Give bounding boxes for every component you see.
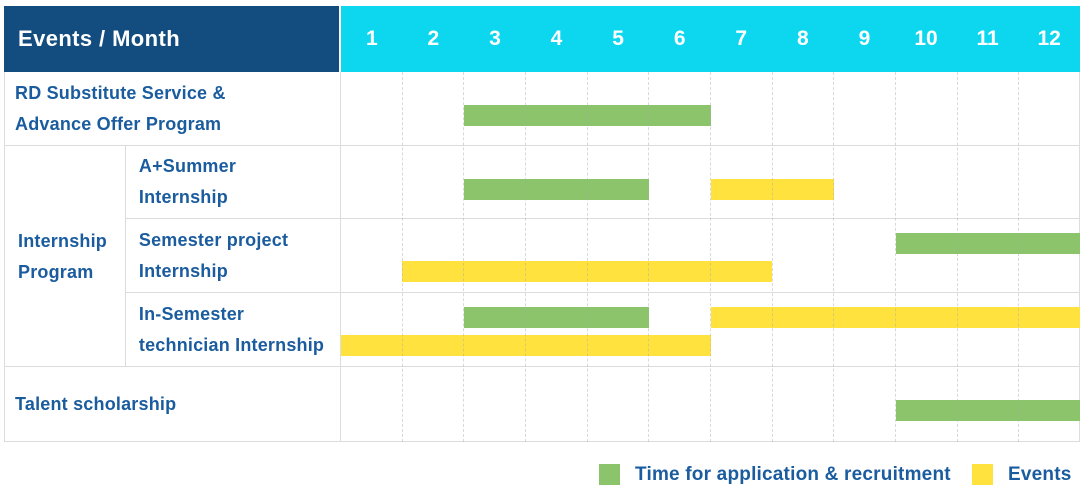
gantt-bar-yellow-m1-m6 <box>340 335 711 356</box>
row-label-line: In-Semester <box>138 303 245 324</box>
month-header-8: 8 <box>796 27 809 50</box>
table-row-talent-scholarship: Talent scholarship <box>5 367 1080 442</box>
group-label-line: Program <box>18 261 94 282</box>
table-row-a-plus-summer: A+Summer Internship <box>5 146 1079 219</box>
row-label-line: technician Internship <box>138 334 325 355</box>
row-label-line: Internship <box>138 260 228 281</box>
month-header-2: 2 <box>427 27 440 50</box>
row-label-in-semester-technician: In-Semester technician Internship <box>124 293 340 367</box>
month-header-5: 5 <box>612 27 624 50</box>
table-row-in-semester-technician: In-Semester technician Internship <box>5 293 1080 367</box>
table-row-semester-project: Semester project Internship <box>5 219 1080 293</box>
legend-label-events: Events <box>1008 463 1072 485</box>
row-label-rd-substitute: RD Substitute Service & Advance Offer Pro… <box>5 72 340 146</box>
month-header-9: 9 <box>858 27 871 50</box>
row-label-semester-project: Semester project Internship <box>124 219 340 293</box>
header-corner-label: Events / Month <box>18 26 181 51</box>
legend-label-application: Time for application & recruitment <box>635 463 951 485</box>
row-chart-area-rd-substitute <box>339 72 1079 146</box>
row-label-talent-scholarship: Talent scholarship <box>5 367 340 442</box>
row-label-line: RD Substitute Service & <box>15 82 226 103</box>
gantt-bar-green-m10-m12 <box>895 233 1080 254</box>
table-body: RD Substitute Service & Advance Offer Pro… <box>4 72 1080 442</box>
row-label-line: Advance Offer Program <box>15 113 222 134</box>
gantt-bar-green-m3-m5 <box>464 179 650 200</box>
month-header-3: 3 <box>489 27 501 50</box>
gantt-bar-green-m10-m12 <box>895 400 1080 421</box>
month-header-1: 1 <box>365 27 378 50</box>
month-header-4: 4 <box>550 27 563 50</box>
month-header-12: 12 <box>1037 27 1061 50</box>
month-header-6: 6 <box>673 27 686 50</box>
gantt-bar-green-m3-m6 <box>464 105 711 126</box>
row-chart-area-a-plus-summer <box>339 146 1079 219</box>
row-chart-area-talent-scholarship <box>339 367 1080 442</box>
table-row-rd-substitute: RD Substitute Service & Advance Offer Pro… <box>5 72 1079 146</box>
row-label-a-plus-summer: A+Summer Internship <box>124 146 340 219</box>
month-header-10: 10 <box>914 27 938 50</box>
row-label-line: Talent scholarship <box>15 393 177 414</box>
legend-swatch-green <box>599 464 620 485</box>
legend-swatch-yellow <box>972 464 993 485</box>
month-header-row: 1 2 3 4 5 6 7 8 9 10 11 12 <box>341 6 1080 72</box>
row-label-line: A+Summer <box>138 156 237 176</box>
row-label-line: Semester project <box>138 229 289 250</box>
row-chart-area-in-semester-technician <box>339 293 1080 367</box>
gantt-bar-yellow-m2-m7 <box>402 261 773 282</box>
gantt-bar-yellow-m7-m8 <box>710 179 835 200</box>
row-chart-area-semester-project <box>339 219 1080 293</box>
gantt-bar-yellow-m7-m12 <box>710 307 1080 328</box>
group-spacer-cell <box>5 293 125 367</box>
month-header-11: 11 <box>976 27 999 50</box>
group-label-line: Internship <box>18 230 108 251</box>
gantt-bar-green-m3-m5 <box>464 307 650 328</box>
header-corner-cell: Events / Month <box>4 6 339 72</box>
month-header-7: 7 <box>735 27 748 50</box>
group-label-internship-program: Internship Program <box>18 146 122 367</box>
row-label-line: Internship <box>138 187 228 207</box>
